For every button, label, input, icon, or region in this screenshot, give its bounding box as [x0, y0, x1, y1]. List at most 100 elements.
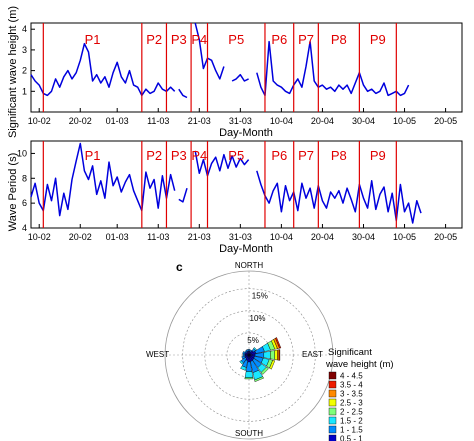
rose-bars	[239, 337, 282, 383]
panel-a-wave-height: a Significant wave height (m) Day-Month …	[7, 6, 463, 139]
panel-b-period-label: P2	[146, 148, 162, 163]
panel-a-period-label: P1	[85, 32, 101, 47]
rose-wedge	[277, 349, 280, 361]
panel-a-xtick-label: 30-04	[352, 116, 375, 126]
panel-a-series-line	[30, 42, 176, 97]
rose-ring-label: 10%	[250, 314, 266, 323]
panel-a-xtick-label: 31-03	[229, 116, 252, 126]
rose-wedge	[278, 349, 281, 361]
panel-a-period-label: P2	[146, 32, 162, 47]
panel-b-ytick-label: 8	[22, 173, 27, 183]
rose-wedge	[260, 366, 269, 375]
rose-north-label: NORTH	[235, 261, 264, 270]
panel-b-ytick-label: 6	[22, 198, 27, 208]
panel-b-xtick-label: 10-04	[270, 232, 293, 242]
rose-ring-label: 5%	[247, 336, 259, 345]
panel-b-wave-period: b Wave Period (s) Day-Month 4681010-0220…	[7, 140, 463, 255]
panel-b-xtick-label: 10-05	[393, 232, 416, 242]
panel-a-xtick-label: 10-04	[270, 116, 293, 126]
rose-wedge	[242, 351, 246, 355]
panel-a-series-line	[231, 73, 249, 82]
panel-a-ytick-label: 1	[22, 86, 27, 96]
panel-b-xtick-label: 31-03	[229, 232, 252, 242]
legend-swatch	[328, 371, 337, 380]
panel-b-period-label: P8	[331, 148, 347, 163]
rose-wedge	[244, 350, 248, 354]
panel-b-period-label: P3	[171, 148, 187, 163]
rose-wedge	[270, 350, 275, 360]
panel-b-series-line	[178, 187, 188, 203]
panel-b-period-label: P4	[191, 148, 207, 163]
panel-b-series-line	[30, 142, 176, 217]
panel-a-plot-frame	[30, 22, 463, 113]
panel-a-ylabel: Significant wave height (m)	[7, 6, 19, 138]
rose-wedge	[239, 360, 244, 365]
panel-a-xtick-label: 20-04	[311, 116, 334, 126]
rose-wedge	[269, 360, 276, 370]
rose-wedge	[241, 355, 246, 360]
legend-swatch	[328, 425, 337, 434]
panel-b-plot-frame	[30, 140, 463, 229]
panel-b-period-label: P7	[298, 148, 314, 163]
rose-wedge	[245, 349, 249, 352]
legend-swatch	[328, 380, 337, 389]
legend-swatch	[328, 434, 337, 441]
rose-wedge	[254, 376, 265, 383]
panel-c-wave-rose: c NORTH SOUTH WEST EAST 5% 10% 15% Signifi…	[146, 260, 394, 441]
panel-b-ytick-label: 4	[22, 223, 27, 233]
rose-legend: Significant wave height (m) 4 - 4.53.5 -…	[325, 347, 394, 441]
panel-b-xtick-label: 21-03	[188, 232, 211, 242]
rose-wedge	[253, 347, 257, 351]
panel-a-period-label: P8	[331, 32, 347, 47]
rose-wedge	[240, 365, 247, 371]
panel-a-ytick-label: 4	[22, 24, 27, 34]
panel-a-period-label: P4	[191, 32, 207, 47]
rose-wedge	[249, 349, 253, 353]
legend-label: 3 - 3.5	[340, 390, 363, 399]
legend-label: 0.5 - 1	[340, 435, 363, 441]
panel-a-series-line	[178, 88, 188, 99]
legend-label: 2 - 2.5	[340, 408, 363, 417]
legend-label: 1 - 1.5	[340, 426, 363, 435]
panel-b-xtick-label: 01-03	[106, 232, 129, 242]
panel-a-xtick-label: 01-03	[106, 116, 129, 126]
rose-south-label: SOUTH	[235, 429, 263, 438]
panel-a-xtick-label: 11-03	[147, 116, 169, 126]
rose-wedge	[244, 371, 254, 378]
rose-wedge	[244, 377, 254, 380]
panel-a-xtick-label: 20-02	[69, 116, 92, 126]
panel-b-period-label: P9	[370, 148, 386, 163]
panel-b-xtick-label: 11-03	[147, 232, 169, 242]
panel-a-xtick-label: 21-03	[188, 116, 211, 126]
panel-a-xlabel: Day-Month	[219, 127, 273, 139]
panel-b-xtick-label: 30-04	[352, 232, 375, 242]
panel-a-series-line	[194, 22, 225, 80]
legend-title-line2: wave height (m)	[325, 359, 394, 370]
panel-b-xtick-label: 10-02	[28, 232, 51, 242]
panel-b-period-label: P6	[271, 148, 287, 163]
panel-a-series-line	[256, 40, 410, 97]
panel-b-xtick-label: 20-05	[434, 232, 457, 242]
panel-a-xtick-label: 10-05	[393, 116, 416, 126]
panel-b-period-label: P1	[85, 148, 101, 163]
panel-a-period-label: P5	[228, 32, 244, 47]
panel-a-period-label: P6	[271, 32, 287, 47]
panel-a-ytick-label: 2	[22, 66, 27, 76]
rose-east-label: EAST	[302, 350, 323, 359]
rose-wedge	[247, 349, 251, 352]
legend-label: 4 - 4.5	[340, 372, 363, 381]
rose-wedge	[274, 349, 278, 361]
panel-b-series-line	[194, 150, 250, 177]
legend-swatch	[328, 398, 337, 407]
rose-west-label: WEST	[146, 350, 169, 359]
legend-title-line1: Significant	[328, 347, 372, 358]
panel-b-xtick-label: 20-02	[69, 232, 92, 242]
legend-swatch	[328, 416, 337, 425]
panel-b-ylabel: Wave Period (s)	[7, 153, 19, 231]
panel-b-xtick-label: 20-04	[311, 232, 334, 242]
legend-label: 1.5 - 2	[340, 417, 363, 426]
panel-a-xtick-label: 10-02	[28, 116, 51, 126]
panel-a-period-label: P7	[298, 32, 314, 47]
legend-label: 2.5 - 3	[340, 399, 363, 408]
